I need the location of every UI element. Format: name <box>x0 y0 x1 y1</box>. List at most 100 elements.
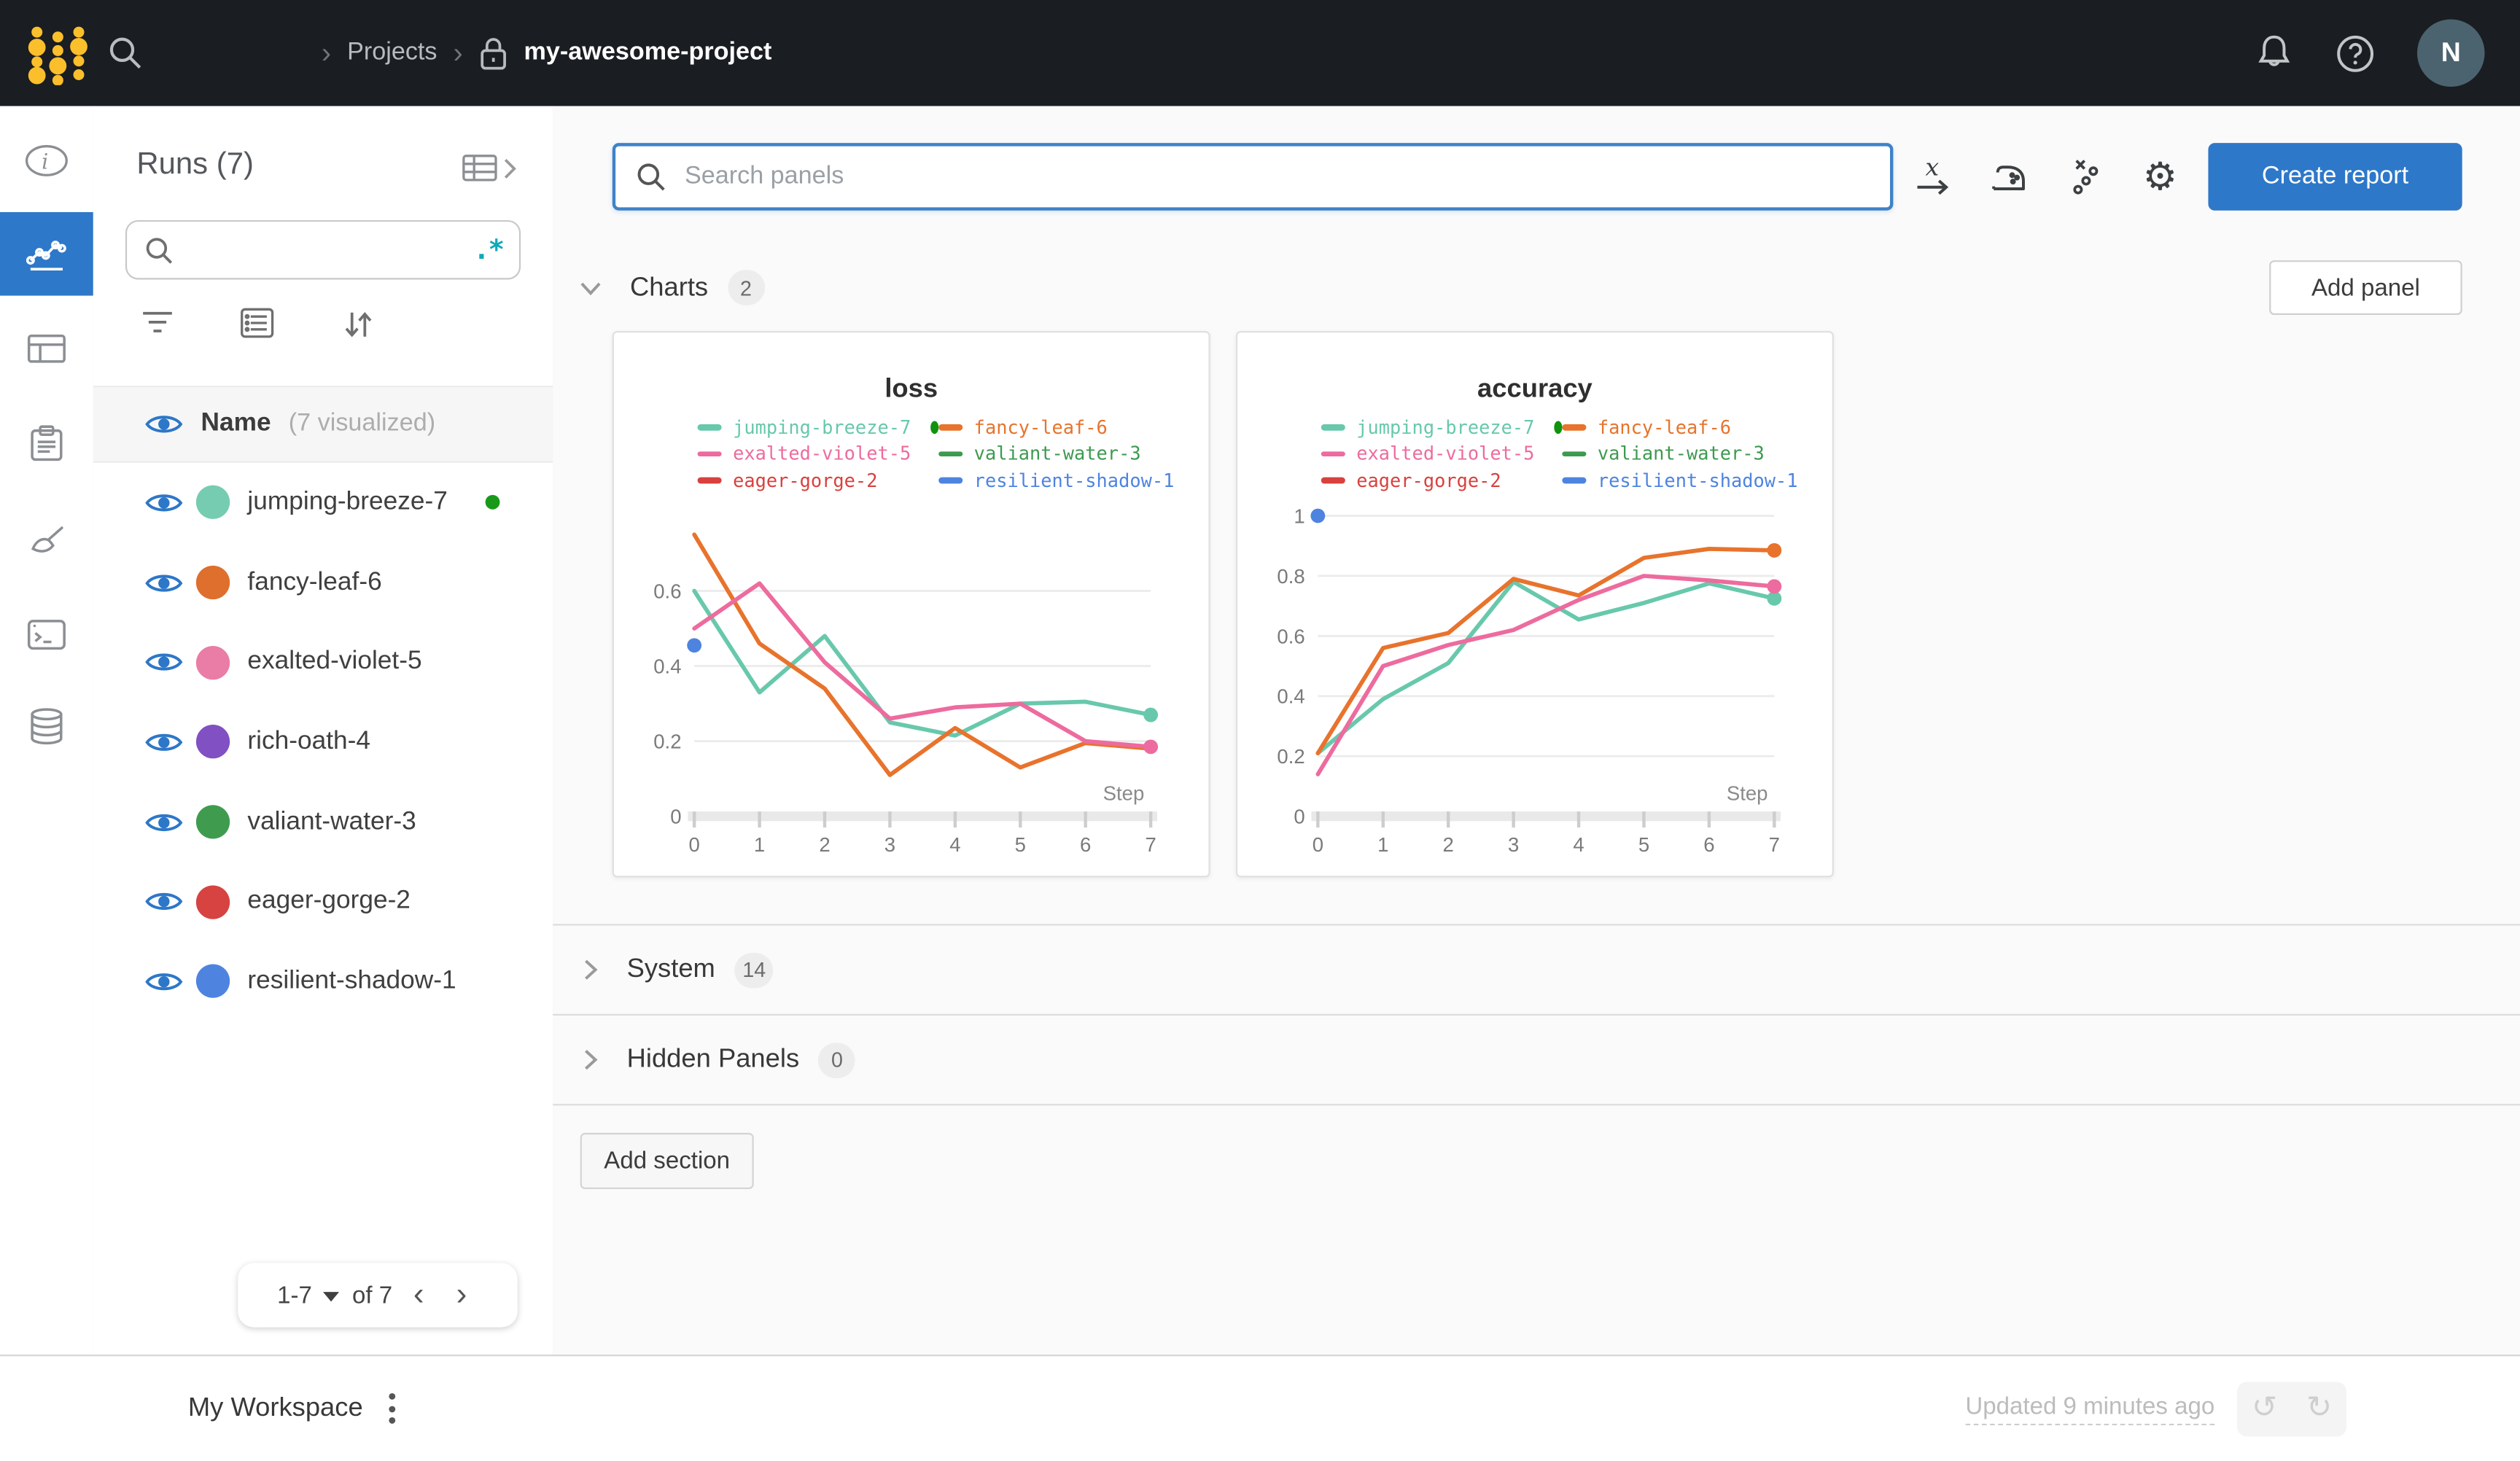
smoothing-button[interactable] <box>1985 149 2033 204</box>
runs-sidebar: Runs (7) .* <box>93 106 555 1355</box>
breadcrumb-project-name[interactable]: my-awesome-project <box>524 38 772 66</box>
run-name[interactable]: valiant-water-3 <box>247 807 416 835</box>
run-name[interactable]: eager-gorge-2 <box>247 887 411 915</box>
runs-list: jumping-breeze-7 fancy-leaf-6 exalted-vi… <box>93 463 553 1022</box>
run-visibility-eye-icon[interactable] <box>144 650 183 675</box>
run-row[interactable]: valiant-water-3 <box>93 782 553 862</box>
runs-filter-toolbar <box>93 302 553 359</box>
legend-running-dot <box>930 420 939 434</box>
run-visibility-eye-icon[interactable] <box>144 809 183 835</box>
rail-sweeps-tab[interactable] <box>0 499 93 583</box>
add-section-button[interactable]: Add section <box>580 1132 754 1190</box>
add-panel-button[interactable]: Add panel <box>2269 260 2462 316</box>
svg-text:1: 1 <box>1377 833 1388 855</box>
chart-title: loss <box>884 374 938 404</box>
runs-pagination: 1-7 of 7 ‹ › <box>238 1263 518 1328</box>
hidden-panels-section-header[interactable]: Hidden Panels 0 <box>553 1016 2520 1104</box>
system-section-header[interactable]: System 14 <box>553 926 2520 1014</box>
run-visibility-eye-icon[interactable] <box>144 969 183 994</box>
pagination-range[interactable]: 1-7 <box>277 1281 312 1309</box>
loss-chart-panel[interactable]: loss jumping-breeze-7 fancy-leaf-6 exalted… <box>612 331 1210 878</box>
section-divider <box>553 924 2520 926</box>
filter-icon[interactable] <box>140 307 175 339</box>
undo-redo-group: ↺ ↻ <box>2237 1381 2346 1436</box>
run-row[interactable]: resilient-shadow-1 <box>93 942 553 1022</box>
run-row[interactable]: exalted-violet-5 <box>93 623 553 703</box>
rail-artifacts-tab[interactable] <box>0 685 93 768</box>
user-avatar[interactable]: N <box>2416 19 2485 87</box>
regex-toggle-icon[interactable]: .* <box>473 233 505 266</box>
rail-runs-table-tab[interactable] <box>0 307 93 391</box>
open-runs-table-button[interactable] <box>462 152 518 184</box>
create-report-button[interactable]: Create report <box>2208 143 2462 211</box>
svg-text:7: 7 <box>1769 833 1780 855</box>
run-row[interactable]: fancy-leaf-6 <box>93 542 553 623</box>
legend-dash <box>938 477 963 483</box>
rail-logs-tab[interactable] <box>0 593 93 677</box>
broom-icon <box>31 526 63 553</box>
run-row[interactable]: jumping-breeze-7 <box>93 463 553 543</box>
pagination-next-button[interactable]: › <box>456 1277 467 1313</box>
run-visibility-eye-icon[interactable] <box>144 729 183 755</box>
accuracy-chart-panel[interactable]: accuracy jumping-breeze-7 fancy-leaf-6 exa… <box>1235 331 1834 878</box>
redo-button[interactable]: ↻ <box>2306 1391 2333 1426</box>
legend-item: resilient-shadow-1 <box>1562 467 1832 492</box>
run-running-indicator <box>485 495 500 510</box>
charts-count-badge: 2 <box>727 270 765 305</box>
breadcrumb-projects-link[interactable]: Projects <box>347 38 438 66</box>
visibility-all-eye-icon[interactable] <box>144 411 183 437</box>
legend-item: eager-gorge-2 <box>697 467 939 492</box>
workspace-menu-kebab-icon[interactable] <box>388 1392 395 1424</box>
legend-run-name: exalted-violet-5 <box>733 442 911 465</box>
charts-section-header[interactable]: Charts 2 <box>553 260 2520 315</box>
run-visibility-eye-icon[interactable] <box>144 569 183 595</box>
run-color-dot <box>195 965 230 999</box>
breadcrumb-separator: › <box>321 36 332 69</box>
workspace-name[interactable]: My Workspace <box>187 1392 363 1422</box>
run-row[interactable]: rich-oath-4 <box>93 702 553 782</box>
wandb-logo-icon[interactable] <box>26 21 90 85</box>
run-name[interactable]: jumping-breeze-7 <box>247 488 448 516</box>
run-color-dot <box>195 884 230 919</box>
rail-jobs-tab[interactable] <box>0 402 93 486</box>
svg-text:0.2: 0.2 <box>653 729 681 752</box>
legend-dash <box>938 424 963 430</box>
legend-dash <box>1321 424 1345 430</box>
run-name[interactable]: fancy-leaf-6 <box>247 568 382 596</box>
legend-run-name: exalted-violet-5 <box>1356 442 1535 465</box>
hidden-panels-count-badge: 0 <box>818 1042 856 1078</box>
rail-overview-tab[interactable]: i <box>0 119 93 203</box>
group-list-icon[interactable] <box>239 307 274 339</box>
scatter-outliers-icon <box>2073 160 2099 195</box>
run-name[interactable]: exalted-violet-5 <box>247 647 422 676</box>
outliers-button[interactable] <box>2061 149 2109 204</box>
last-updated-text[interactable]: Updated 9 minutes ago <box>1965 1392 2215 1425</box>
global-search-icon[interactable] <box>106 34 144 72</box>
rail-workspace-tab-selected[interactable] <box>0 211 93 296</box>
run-name[interactable]: rich-oath-4 <box>247 728 371 755</box>
pagination-total: of 7 <box>352 1281 393 1309</box>
workspace-settings-button[interactable]: ⚙ <box>2136 149 2184 204</box>
run-row[interactable]: eager-gorge-2 <box>93 862 553 942</box>
run-name[interactable]: resilient-shadow-1 <box>247 967 456 995</box>
caret-down-icon <box>323 1292 340 1302</box>
notifications-bell-icon[interactable] <box>2255 32 2293 74</box>
run-visibility-eye-icon[interactable] <box>144 490 183 515</box>
panels-search-input[interactable] <box>681 160 1871 193</box>
run-visibility-eye-icon[interactable] <box>144 889 183 914</box>
sort-icon[interactable] <box>339 307 378 342</box>
x-axis-settings-button[interactable]: x <box>1909 149 1957 204</box>
legend-run-name: eager-gorge-2 <box>1356 469 1501 491</box>
charts-section-label: Charts <box>630 272 709 302</box>
help-icon[interactable] <box>2336 33 2376 73</box>
svg-text:0.6: 0.6 <box>653 579 681 601</box>
pagination-prev-button[interactable]: ‹ <box>413 1277 424 1313</box>
legend-item: exalted-violet-5 <box>697 441 939 466</box>
undo-button[interactable]: ↺ <box>2252 1391 2278 1426</box>
legend-item: exalted-violet-5 <box>1321 441 1563 466</box>
svg-text:0.2: 0.2 <box>1277 744 1304 767</box>
runs-search-input[interactable] <box>175 235 474 265</box>
svg-text:Step: Step <box>1103 782 1145 804</box>
section-divider <box>553 1013 2520 1016</box>
legend-item: eager-gorge-2 <box>1321 467 1563 492</box>
